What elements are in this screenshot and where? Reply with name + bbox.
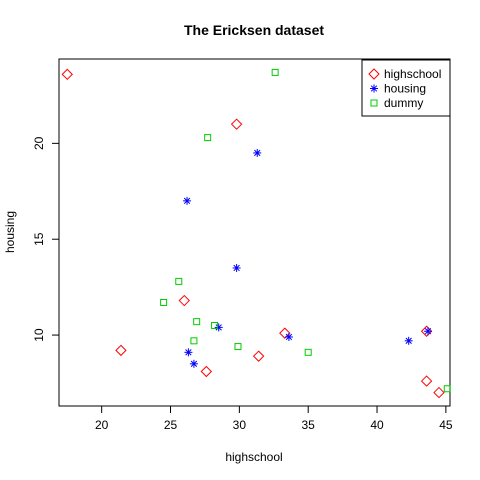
data-point-housing xyxy=(404,336,413,345)
y-axis: 10 15 20 xyxy=(32,136,60,342)
data-point-dummy xyxy=(175,277,183,285)
data-point-housing xyxy=(232,263,241,272)
data-point-highschool xyxy=(433,386,445,399)
data-point-highschool xyxy=(230,118,243,130)
x-tick-label: 40 xyxy=(370,418,384,432)
legend-label-dummy: dummy xyxy=(384,96,423,110)
data-point-highschool xyxy=(279,327,291,339)
data-point-housing xyxy=(184,348,193,357)
legend-marker-highschool xyxy=(368,68,380,80)
data-point-dummy xyxy=(204,134,212,142)
data-point-housing xyxy=(214,323,223,332)
data-point-dummy xyxy=(304,348,312,356)
x-tick-label: 20 xyxy=(95,418,109,432)
data-point-highschool xyxy=(115,344,127,357)
y-tick-label: 10 xyxy=(32,328,46,342)
y-axis-label: housing xyxy=(3,211,17,253)
data-point-highschool xyxy=(252,350,265,362)
data-point-dummy xyxy=(234,343,242,351)
data-point-highschool xyxy=(200,365,213,378)
data-point-housing xyxy=(253,148,262,157)
legend-label-housing: housing xyxy=(384,82,426,96)
data-point-housing xyxy=(183,196,192,205)
data-point-dummy xyxy=(271,68,279,76)
x-tick-label: 45 xyxy=(439,418,453,432)
data-points xyxy=(61,68,451,399)
x-axis: 20 25 30 35 40 45 xyxy=(95,405,453,432)
y-tick-label: 15 xyxy=(32,232,46,246)
chart-title: The Ericksen dataset xyxy=(184,22,324,38)
legend-marker-housing xyxy=(370,84,378,93)
data-point-dummy xyxy=(211,321,219,329)
data-point-dummy xyxy=(443,385,451,393)
data-point-housing xyxy=(189,359,198,368)
data-point-highschool xyxy=(420,375,433,387)
data-point-housing xyxy=(284,332,293,341)
legend-label-highschool: highschool xyxy=(384,67,441,81)
data-point-highschool xyxy=(178,294,190,307)
x-tick-label: 30 xyxy=(233,418,247,432)
x-tick-label: 35 xyxy=(302,418,316,432)
y-tick-label: 20 xyxy=(32,136,46,150)
legend-marker-dummy xyxy=(370,99,378,107)
data-point-dummy xyxy=(160,298,168,306)
data-point-highschool xyxy=(61,68,73,81)
data-point-housing xyxy=(423,327,432,336)
data-point-dummy xyxy=(193,318,201,326)
x-axis-label: highschool xyxy=(225,450,282,464)
x-tick-label: 25 xyxy=(164,418,178,432)
data-point-dummy xyxy=(190,337,198,345)
